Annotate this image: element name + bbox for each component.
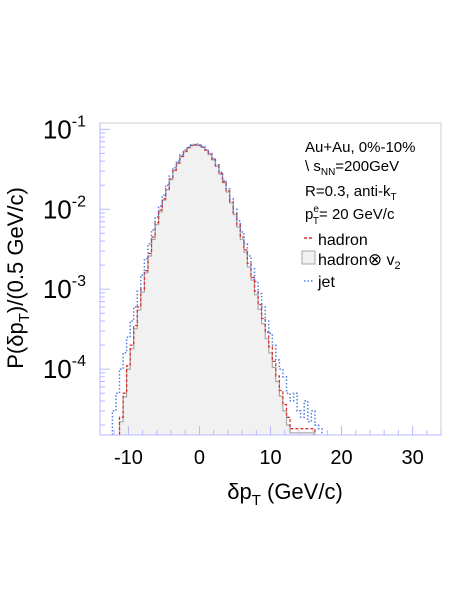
- annotation-radius-sub: T: [390, 192, 396, 203]
- y-tick-label-exponent: -1: [72, 113, 86, 130]
- y-tick-label-base: 10: [43, 114, 72, 144]
- annotation-collision: Au+Au, 0%-10%: [305, 139, 416, 156]
- y-tick-label: 10-4: [43, 353, 86, 384]
- y-tick-label-base: 10: [43, 274, 72, 304]
- x-tick-label: 30: [401, 447, 423, 469]
- y-axis-title-a: P(δp: [3, 322, 28, 368]
- annotation-energy: \ sNN=200GeV: [305, 158, 399, 178]
- x-tick-label: 0: [194, 447, 205, 469]
- annotation-pt-sup: e: [313, 204, 319, 215]
- annotation-energy-post: =200GeV: [335, 158, 399, 175]
- y-tick-label-base: 10: [43, 354, 72, 384]
- y-tick-label-exponent: -2: [72, 193, 86, 210]
- legend: hadron hadron⊗ v2 jet: [301, 232, 401, 291]
- y-axis-title-b: )/(0.5 GeV/c): [3, 187, 28, 313]
- y-tick-label: 10-1: [43, 113, 86, 144]
- y-axis-title: P(δpT)/(0.5 GeV/c): [3, 187, 33, 369]
- legend-label-hadron-v2-op: ⊗: [368, 250, 382, 269]
- annotation-block: Au+Au, 0%-10% \ sNN=200GeV R=0.3, anti-k…: [305, 139, 416, 227]
- annotation-jet-radius: R=0.3, anti-kT: [305, 183, 397, 203]
- series-line-hadron: [118, 144, 316, 435]
- y-tick-label-exponent: -4: [72, 353, 86, 370]
- legend-label-hadron-v2-v: v: [382, 252, 394, 269]
- y-tick-label-exponent: -3: [72, 273, 86, 290]
- x-tick-label: -10: [114, 447, 143, 469]
- annotation-trigger-pt: pe T= 20 GeV/c: [305, 204, 395, 227]
- x-axis-title: δpT (GeV/c): [227, 479, 343, 509]
- series-fill-hadron-v2: [119, 145, 315, 435]
- x-axis-title-sub: T: [252, 492, 261, 509]
- y-tick-label-base: 10: [43, 194, 72, 224]
- legend-label-hadron-v2-pre: hadron: [318, 252, 368, 269]
- annotation-pt-pre: p: [305, 206, 313, 223]
- x-tick-label: 20: [330, 447, 352, 469]
- annotation-pt-sub: T: [313, 216, 319, 227]
- jet-series-layer: [111, 143, 323, 435]
- annotation-pt-post: = 20 GeV/c: [319, 206, 395, 223]
- annotation-energy-pre: \ s: [305, 158, 321, 175]
- legend-label-hadron: hadron: [318, 232, 368, 249]
- x-tick-label: 10: [259, 447, 281, 469]
- y-tick-label: 10-2: [43, 193, 86, 224]
- legend-label-hadron-v2: hadron⊗ v2: [318, 250, 401, 272]
- hadron-v2-fill-layer: [119, 145, 315, 435]
- legend-label-hadron-v2-sub: 2: [395, 260, 401, 272]
- legend-swatch-hadron-v2: [301, 250, 316, 265]
- annotation-radius-pre: R=0.3, anti-k: [305, 183, 391, 200]
- series-line-jet: [111, 143, 323, 435]
- x-axis-title-main: δp: [227, 479, 251, 504]
- y-tick-label: 10-3: [43, 273, 86, 304]
- annotation-energy-sub: NN: [321, 167, 335, 178]
- hadron-series-layer: [118, 144, 316, 435]
- x-axis-title-unit: (GeV/c): [261, 479, 343, 504]
- y-axis-title-sub: T: [16, 313, 33, 322]
- legend-label-jet: jet: [317, 274, 335, 291]
